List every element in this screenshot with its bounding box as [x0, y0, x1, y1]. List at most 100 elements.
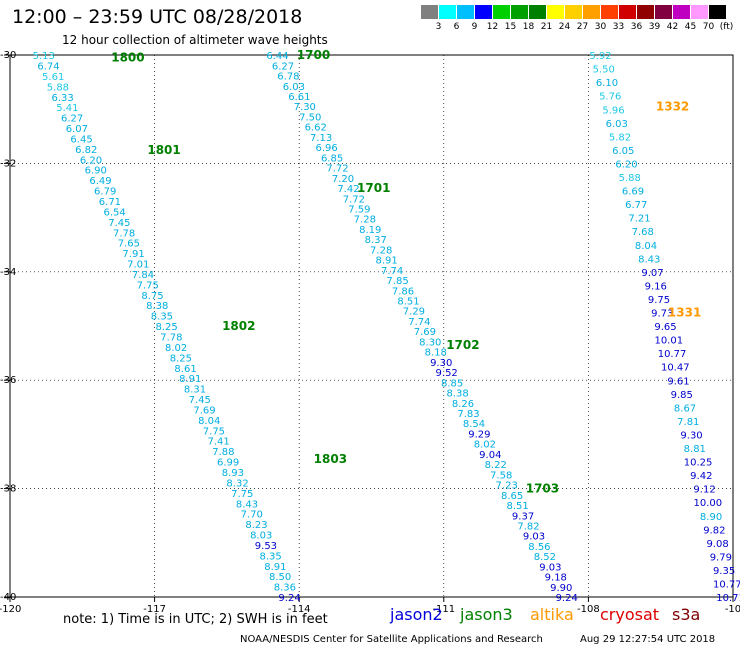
scale-swatch [439, 5, 456, 19]
wave-height-value: 7.86 [392, 286, 414, 297]
scale-label: 45 [684, 22, 697, 32]
wave-height-value: 6.45 [70, 134, 92, 145]
wave-height-value: 6.27 [61, 114, 83, 125]
wave-height-value: 6.79 [94, 187, 116, 198]
time-label: 1331 [668, 305, 701, 319]
wave-height-value: 6.85 [321, 153, 343, 164]
wave-height-value: 6.07 [66, 124, 88, 135]
scale-label: 33 [612, 22, 625, 32]
wave-height-value: 8.43 [236, 499, 258, 510]
wave-height-value: 7.78 [160, 333, 182, 344]
wave-height-value: 5.61 [42, 72, 64, 83]
wave-height-value: 7.69 [414, 327, 436, 338]
time-label: 1802 [222, 319, 255, 333]
scale-swatch [493, 5, 510, 19]
x-tick-label: -114 [288, 604, 311, 615]
wave-height-value: 8.30 [419, 337, 441, 348]
wave-height-value: 7.29 [403, 307, 425, 318]
wave-height-value: 7.82 [517, 521, 539, 532]
wave-height-value: 10.47 [661, 363, 690, 374]
wave-height-value: 6.03 [606, 119, 628, 130]
wave-height-value: 8.61 [174, 364, 196, 375]
wave-height-value: 9.75 [648, 295, 670, 306]
wave-height-value: 7.50 [299, 112, 321, 123]
wave-height-value: 7.75 [137, 280, 159, 291]
wave-height-value: 8.19 [359, 225, 381, 236]
wave-height-value: 7.70 [241, 510, 263, 521]
wave-height-value: 8.04 [198, 416, 220, 427]
wave-height-value: 9.24 [556, 593, 578, 604]
wave-height-value: 9.35 [713, 566, 735, 577]
wave-height-value: 7.41 [208, 437, 230, 448]
scale-label: 18 [522, 22, 535, 32]
wave-height-value: 7.45 [108, 218, 130, 229]
wave-height-value: 10.00 [693, 498, 722, 509]
scale-swatch [421, 5, 438, 19]
wave-height-value: 8.81 [684, 444, 706, 455]
legend-jason2: jason2 [390, 605, 443, 624]
wave-height-value: 8.25 [170, 353, 192, 364]
time-label: 1702 [446, 338, 479, 352]
wave-height-value: 8.90 [700, 512, 722, 523]
wave-height-value: 7.13 [310, 133, 332, 144]
footer-credit: NOAA/NESDIS Center for Satellite Applica… [240, 634, 543, 645]
wave-height-value: 8.75 [141, 291, 163, 302]
scale-swatch [475, 5, 492, 19]
wave-height-value: 6.33 [52, 93, 74, 104]
wave-height-value: 9.52 [436, 368, 458, 379]
page-title: 12:00 – 23:59 UTC 08/28/2018 [12, 6, 303, 28]
scale-swatch [583, 5, 600, 19]
wave-height-value: 6.49 [89, 176, 111, 187]
wave-height-value: 7.84 [132, 270, 154, 281]
scale-swatch [457, 5, 474, 19]
wave-height-value: 8.38 [446, 389, 468, 400]
wave-height-value: 7.59 [348, 204, 370, 215]
wave-height-value: 8.02 [474, 440, 496, 451]
scale-label: 9 [471, 22, 478, 32]
wave-height-value: 7.28 [354, 215, 376, 226]
scale-label: (ft) [719, 22, 734, 32]
wave-height-value: 7.65 [118, 239, 140, 250]
wave-height-value: 8.51 [397, 297, 419, 308]
wave-height-value: 9.79 [710, 552, 732, 563]
wave-height-value: 6.69 [622, 187, 644, 198]
wave-height-value: 6.78 [277, 72, 299, 83]
wave-height-value: 5.76 [599, 92, 621, 103]
wave-height-value: 9.29 [468, 429, 490, 440]
wave-height-value: 8.50 [269, 572, 291, 583]
wave-height-value: 9.16 [645, 281, 667, 292]
wave-height-value: 7.85 [386, 276, 408, 287]
scale-label: 36 [630, 22, 643, 32]
scale-swatch [547, 5, 564, 19]
time-label: 1700 [297, 48, 330, 62]
wave-height-value: 5.13 [33, 51, 55, 62]
scale-swatch [673, 5, 690, 19]
wave-height-value: 5.82 [609, 132, 631, 143]
wave-height-value: 6.44 [266, 51, 288, 62]
wave-height-value: 7.74 [381, 266, 403, 277]
wave-height-value: 9.37 [512, 511, 534, 522]
scale-label: 39 [648, 22, 661, 32]
wave-height-value: 6.77 [625, 200, 647, 211]
scale-label: 6 [453, 22, 460, 32]
wave-height-value: 7.72 [343, 194, 365, 205]
wave-height-value: 7.75 [203, 426, 225, 437]
scale-label: 70 [702, 22, 715, 32]
wave-height-value: 7.58 [490, 470, 512, 481]
scale-swatch [709, 5, 726, 19]
scale-label: 30 [594, 22, 607, 32]
wave-height-value: 9.08 [706, 539, 728, 550]
x-tick-label: -120 [0, 604, 21, 615]
wave-height-value: 10.01 [654, 336, 683, 347]
wave-height-value: 9.03 [539, 562, 561, 573]
wave-height-value: 5.92 [589, 51, 611, 62]
wave-height-value: 8.85 [441, 378, 463, 389]
wave-height-value: 8.67 [674, 403, 696, 414]
y-tick-label: -32 [0, 158, 16, 169]
wave-height-value: 6.90 [85, 166, 107, 177]
wave-height-value: 7.72 [326, 164, 348, 175]
scale-label: 15 [504, 22, 517, 32]
wave-height-value: 9.73 [651, 309, 673, 320]
wave-height-value: 6.74 [37, 62, 59, 73]
